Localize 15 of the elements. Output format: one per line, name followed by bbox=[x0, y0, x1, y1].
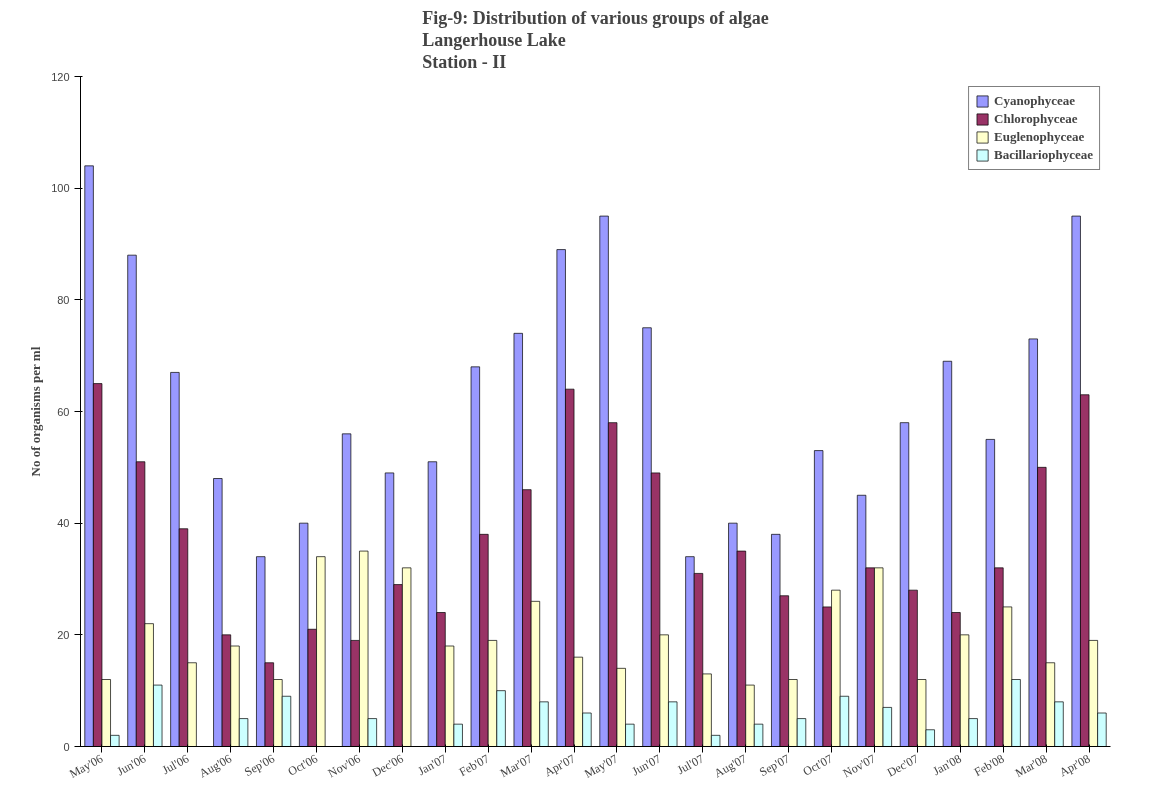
y-tick-label: 120 bbox=[51, 70, 70, 83]
legend-label: Euglenophyceae bbox=[994, 129, 1085, 145]
y-tick-label: 20 bbox=[57, 628, 70, 641]
x-tick-label: Oct'06 bbox=[285, 751, 320, 779]
y-axis-title: No of organisms per ml bbox=[28, 346, 44, 477]
legend-label: Bacillariophyceae bbox=[994, 147, 1093, 163]
chart-title: Fig-9: Distribution of various groups of algae Langerhouse Lake Station - II bbox=[422, 7, 769, 72]
x-tick-label: Jul'06 bbox=[159, 751, 192, 778]
y-tick-label: 60 bbox=[57, 405, 70, 418]
y-tick-label: 40 bbox=[57, 517, 70, 530]
y-tick-label: 0 bbox=[63, 740, 70, 753]
y-tick-label: 80 bbox=[57, 293, 70, 306]
y-tick-label: 100 bbox=[51, 182, 70, 195]
legend-label: Cyanophyceae bbox=[994, 93, 1075, 109]
legend-label: Chlorophyceae bbox=[994, 111, 1078, 127]
